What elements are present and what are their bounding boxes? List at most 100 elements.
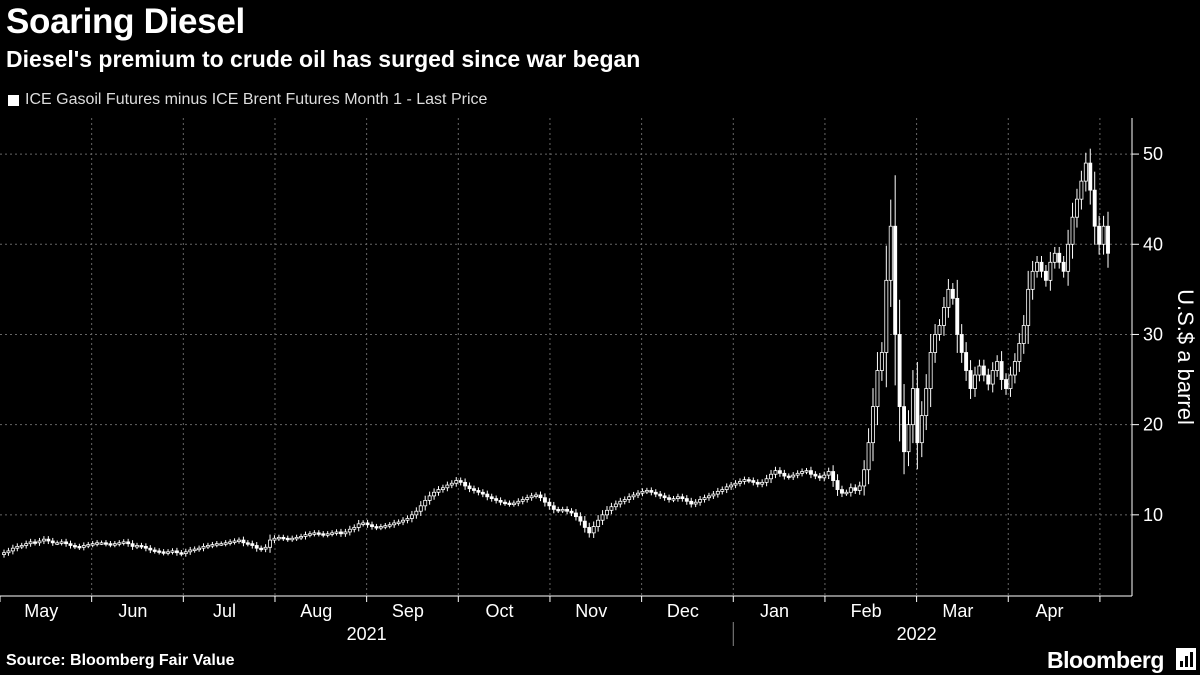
- candle-body: [613, 503, 618, 508]
- candle-body: [281, 536, 286, 540]
- candle-body: [130, 543, 135, 547]
- candle-body: [6, 550, 11, 554]
- candle-body: [321, 533, 326, 536]
- candle-body: [808, 470, 813, 475]
- candle-body: [746, 479, 751, 482]
- candle-body: [702, 497, 707, 500]
- candle-body: [1088, 162, 1093, 191]
- candle-body: [600, 514, 605, 521]
- candle-body: [254, 545, 259, 549]
- candle-body: [46, 538, 51, 542]
- candle-body: [591, 526, 596, 534]
- candle-body: [432, 491, 437, 497]
- candle-body: [871, 406, 875, 444]
- candle-body: [166, 551, 170, 554]
- candle-body: [866, 442, 871, 471]
- candle-body: [294, 536, 299, 540]
- candle-body: [707, 495, 711, 499]
- candle-body: [547, 501, 552, 507]
- candle-body: [312, 532, 317, 535]
- candle-body: [361, 522, 366, 525]
- candle-body: [237, 539, 241, 542]
- candle-body: [1052, 252, 1057, 263]
- candle-body: [888, 225, 893, 281]
- candle-body: [636, 492, 640, 496]
- candle-body: [250, 543, 255, 546]
- candle-body: [104, 542, 108, 545]
- candle-body: [631, 494, 636, 498]
- candle-body: [201, 545, 206, 549]
- chart-title: Soaring Diesel: [6, 2, 245, 41]
- candle-body: [188, 549, 193, 553]
- candle-body: [232, 540, 237, 543]
- candle-body: [1048, 261, 1053, 281]
- candle-body: [303, 534, 308, 537]
- candle-body: [1004, 379, 1008, 389]
- candle-body: [414, 510, 419, 516]
- candle-body: [738, 481, 742, 484]
- candle-body: [1039, 261, 1044, 272]
- candle-body: [875, 370, 880, 408]
- candle-body: [121, 541, 126, 544]
- candle-body: [143, 545, 148, 549]
- legend: ICE Gasoil Futures minus ICE Brent Futur…: [8, 91, 487, 109]
- candle-body: [228, 541, 233, 544]
- candle-body: [343, 531, 348, 535]
- candle-body: [334, 531, 339, 534]
- candle-body: [511, 502, 516, 506]
- candle-body: [1021, 325, 1026, 344]
- x-tick-label: Jul: [213, 601, 236, 621]
- candle-body: [622, 499, 627, 502]
- candle-body: [715, 490, 720, 495]
- candle-body: [290, 537, 295, 541]
- candle-body: [800, 471, 805, 474]
- candle-body: [28, 541, 33, 545]
- candle-body: [680, 496, 685, 499]
- candle-body: [698, 499, 703, 503]
- candle-body: [574, 512, 578, 518]
- candle-body: [440, 487, 445, 490]
- candle-body: [751, 480, 756, 483]
- candle-body: [139, 545, 144, 548]
- candle-body: [795, 472, 800, 476]
- candle-body: [968, 370, 973, 389]
- candle-body: [1075, 198, 1079, 218]
- y-tick-label: 40: [1143, 234, 1163, 254]
- candle-body: [933, 334, 938, 353]
- candle-body: [542, 497, 547, 503]
- candle-body: [534, 494, 539, 497]
- candle-body: [1008, 374, 1013, 389]
- candle-body: [662, 495, 667, 499]
- candle-body: [126, 541, 131, 545]
- candle-body: [981, 365, 986, 376]
- candle-body: [560, 509, 565, 512]
- candle-body: [995, 361, 1000, 371]
- candle-body: [276, 536, 281, 540]
- candle-body: [463, 481, 468, 487]
- candle-body: [268, 539, 272, 548]
- candle-body: [525, 497, 530, 500]
- candle-body: [299, 536, 304, 539]
- candle-body: [1017, 343, 1022, 362]
- candle-body: [458, 480, 463, 483]
- candle-body: [649, 490, 654, 493]
- candle-body: [973, 374, 977, 389]
- candle-body: [15, 545, 20, 549]
- source-note: Source: Bloomberg Fair Value: [6, 652, 235, 669]
- candle-body: [578, 516, 583, 522]
- candle-body: [197, 547, 202, 551]
- candle-body: [777, 470, 782, 474]
- candle-body: [503, 501, 507, 505]
- candle-body: [729, 484, 734, 488]
- candle-body: [325, 533, 330, 536]
- candle-body: [59, 541, 64, 544]
- candle-body: [1012, 361, 1017, 376]
- candle-body: [724, 486, 729, 490]
- candle-body: [396, 521, 401, 524]
- candle-body: [112, 543, 117, 546]
- candle-body: [977, 365, 982, 376]
- y-tick-label: 10: [1143, 505, 1163, 525]
- candle-body: [454, 480, 459, 484]
- candle-body: [516, 500, 521, 504]
- candle-body: [529, 495, 534, 499]
